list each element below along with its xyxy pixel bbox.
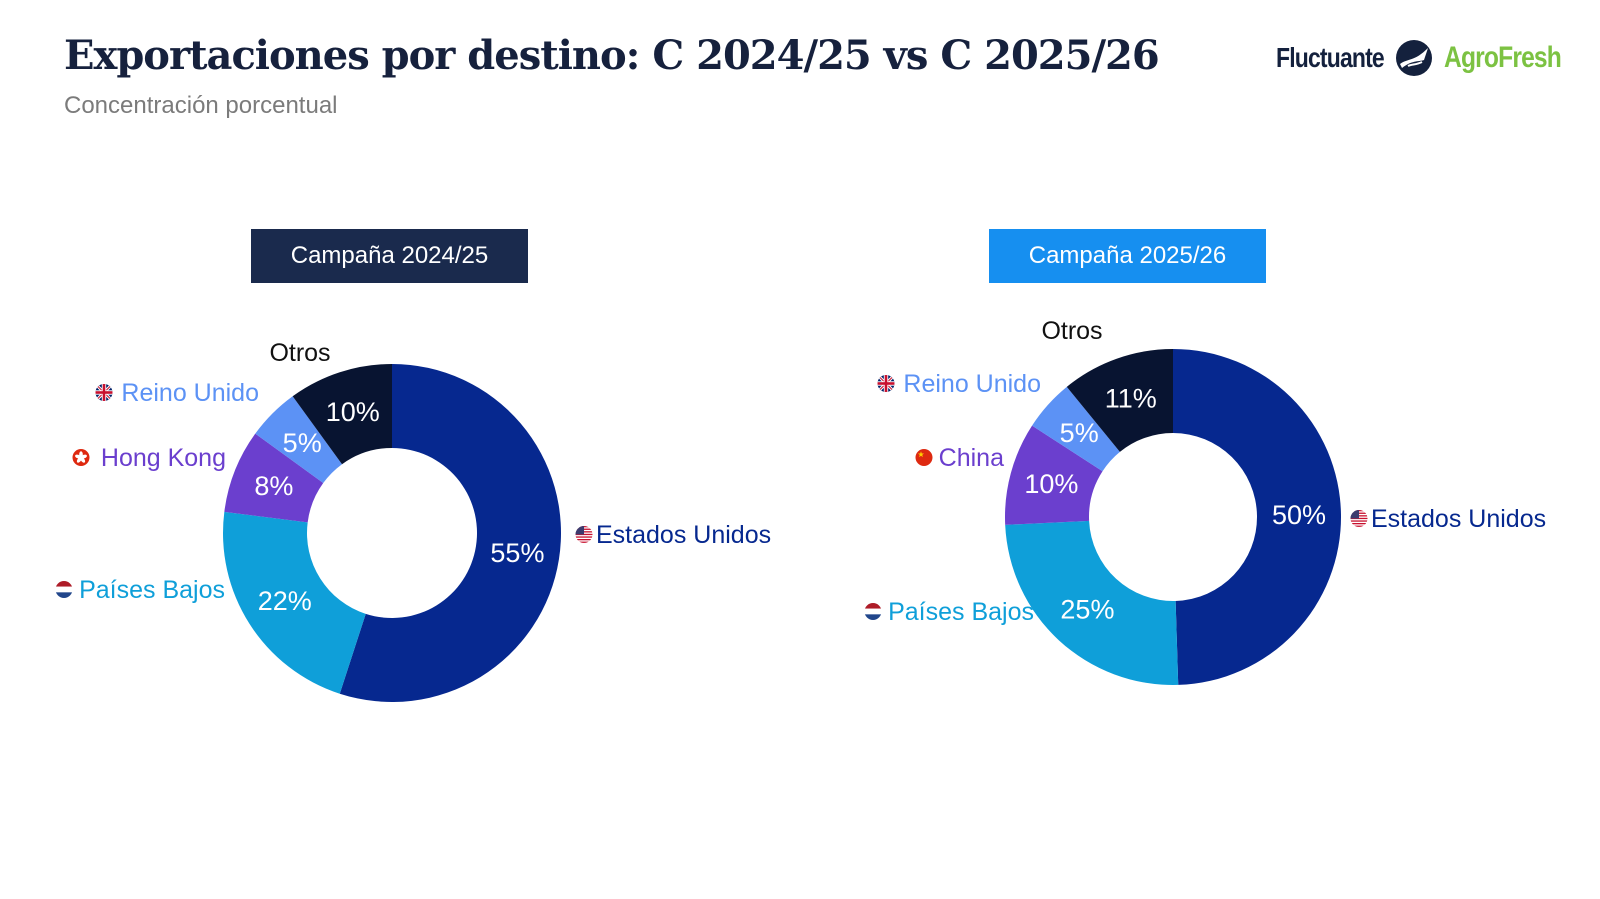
nl-flag-icon (55, 581, 73, 598)
donut-chart-1: 55% Estados Unidos 22% Países Bajos 8% Hong K… (55, 339, 771, 702)
campaign-2024-header: Campaña 2024/25 (251, 229, 528, 283)
slice-paises-bajos (1005, 520, 1179, 685)
donut-chart-2: 50% Estados Unidos 25% Países Bajos 10% China… (864, 317, 1546, 685)
value-label-china: 10% (1024, 469, 1078, 499)
value-label-paises-bajos: 22% (258, 586, 312, 616)
value-label-hong-kong: 8% (254, 471, 293, 501)
category-label-paises-bajos: Países Bajos (79, 576, 225, 604)
slice-reino-unido (1032, 386, 1120, 472)
category-label-otros: Otros (269, 339, 330, 367)
slice-china (1005, 425, 1103, 525)
us-flag-icon (575, 526, 593, 543)
value-label-reino-unido: 5% (283, 428, 322, 458)
slice-paises-bajos (223, 511, 366, 694)
cn-flag-icon (915, 449, 933, 466)
value-label-estados-unidos: 50% (1272, 500, 1326, 530)
category-label-hong-kong: Hong Kong (101, 444, 226, 472)
category-label-otros: Otros (1041, 317, 1102, 345)
us-flag-icon (1350, 510, 1368, 527)
slice-estados-unidos (1173, 349, 1342, 685)
category-label-reino-unido: Reino Unido (903, 370, 1041, 398)
slice-otros (1066, 349, 1173, 452)
value-label-paises-bajos: 25% (1060, 594, 1114, 624)
fluctuante-bird-icon (1395, 40, 1432, 76)
category-label-reino-unido: Reino Unido (121, 379, 259, 407)
slice-reino-unido (255, 396, 343, 484)
value-label-otros: 10% (326, 397, 380, 427)
category-label-estados-unidos: Estados Unidos (596, 521, 771, 549)
agrofresh-logo-text: AgroFresh (1444, 41, 1562, 74)
nl-flag-icon (864, 603, 882, 620)
page-title: Exportaciones por destino: C 2024/25 vs … (64, 32, 1160, 79)
uk-flag-icon (877, 375, 895, 392)
category-label-china: China (939, 444, 1004, 472)
page-subtitle: Concentración porcentual (64, 92, 338, 119)
fluctuante-logo-text: Fluctuante (1276, 42, 1385, 73)
agrofresh-logo: AgroFresh (1444, 38, 1587, 78)
campaign-2025-header: Campaña 2025/26 (989, 229, 1266, 283)
fluctuante-logo: Fluctuante (1276, 38, 1434, 78)
value-label-estados-unidos: 55% (490, 538, 544, 568)
category-label-paises-bajos: Países Bajos (888, 598, 1034, 626)
value-label-reino-unido: 5% (1060, 418, 1099, 448)
category-label-estados-unidos: Estados Unidos (1371, 505, 1546, 533)
slice-estados-unidos (339, 364, 561, 702)
slice-otros (292, 364, 392, 465)
hk-flag-icon (72, 449, 90, 466)
slice-hong-kong (224, 433, 324, 523)
value-label-otros: 11% (1105, 383, 1157, 413)
uk-flag-icon (95, 384, 113, 401)
